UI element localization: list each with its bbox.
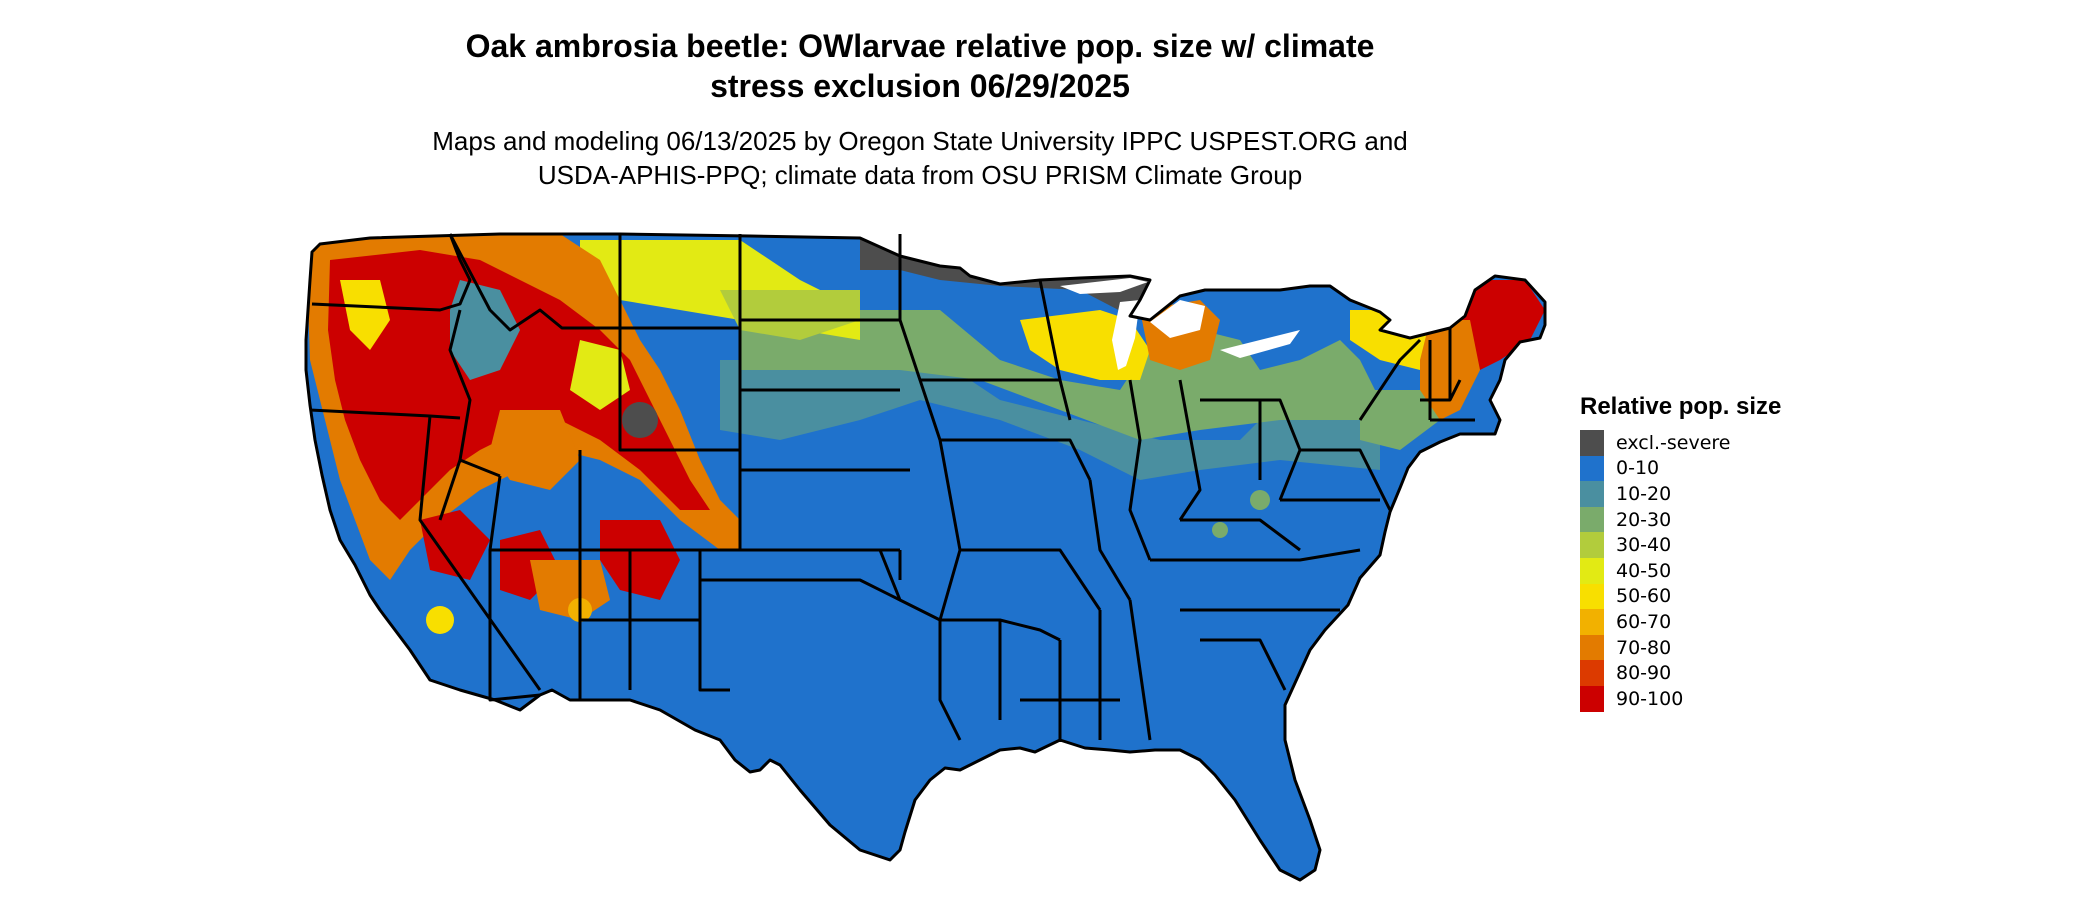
legend-item: 30-40 bbox=[1580, 532, 1781, 558]
legend-label: 0-10 bbox=[1616, 457, 1660, 480]
legend-label: 90-100 bbox=[1616, 687, 1684, 710]
legend-label: 60-70 bbox=[1616, 610, 1672, 633]
conus-map bbox=[304, 232, 1547, 882]
map-title-line1: Oak ambrosia beetle: OWlarvae relative p… bbox=[465, 28, 1375, 64]
map-subtitle-line2: USDA-APHIS-PPQ; climate data from OSU PR… bbox=[537, 160, 1303, 190]
legend-item: 0-10 bbox=[1580, 455, 1781, 482]
legend-swatch bbox=[1580, 532, 1604, 558]
legend-item: 70-80 bbox=[1580, 634, 1781, 661]
legend-item: 10-20 bbox=[1580, 481, 1781, 507]
legend-swatch bbox=[1580, 481, 1604, 507]
map-title: Oak ambrosia beetle: OWlarvae relative p… bbox=[300, 26, 1540, 106]
legend-swatch bbox=[1580, 583, 1604, 610]
legend-swatch bbox=[1580, 430, 1604, 456]
legend-swatch bbox=[1580, 609, 1604, 635]
legend-swatch bbox=[1580, 660, 1604, 686]
legend-item: 50-60 bbox=[1580, 583, 1781, 610]
legend-item: 90-100 bbox=[1580, 685, 1781, 712]
legend-items: excl.-severe 0-10 10-20 20-30 30-40 40-50 50-6… bbox=[1580, 430, 1781, 712]
legend-swatch bbox=[1580, 506, 1604, 533]
map-subtitle: Maps and modeling 06/13/2025 by Oregon S… bbox=[300, 124, 1540, 192]
legend-title: Relative pop. size bbox=[1580, 393, 1782, 420]
map-subtitle-line1: Maps and modeling 06/13/2025 by Oregon S… bbox=[432, 126, 1408, 156]
legend-item: 40-50 bbox=[1580, 557, 1781, 584]
legend-item: 60-70 bbox=[1580, 609, 1781, 635]
legend-swatch bbox=[1580, 634, 1604, 661]
legend: Relative pop. size excl.-severe 0-10 10-20… bbox=[1580, 392, 1781, 712]
legend-item: 20-30 bbox=[1580, 506, 1781, 533]
legend-label: 80-90 bbox=[1616, 662, 1672, 685]
legend-swatch bbox=[1580, 557, 1604, 584]
legend-label: 20-30 bbox=[1616, 508, 1672, 531]
legend-swatch bbox=[1580, 685, 1604, 712]
legend-label: 70-80 bbox=[1616, 636, 1672, 659]
legend-label: 10-20 bbox=[1616, 482, 1672, 505]
legend-label: 30-40 bbox=[1616, 534, 1672, 557]
legend-label: 50-60 bbox=[1616, 585, 1672, 608]
legend-item: 80-90 bbox=[1580, 660, 1781, 686]
state-borders bbox=[304, 232, 1547, 882]
legend-label: 40-50 bbox=[1616, 559, 1672, 582]
legend-item: excl.-severe bbox=[1580, 430, 1781, 456]
legend-swatch bbox=[1580, 455, 1604, 482]
legend-label: excl.-severe bbox=[1616, 431, 1731, 454]
map-title-line2: stress exclusion 06/29/2025 bbox=[710, 68, 1130, 104]
